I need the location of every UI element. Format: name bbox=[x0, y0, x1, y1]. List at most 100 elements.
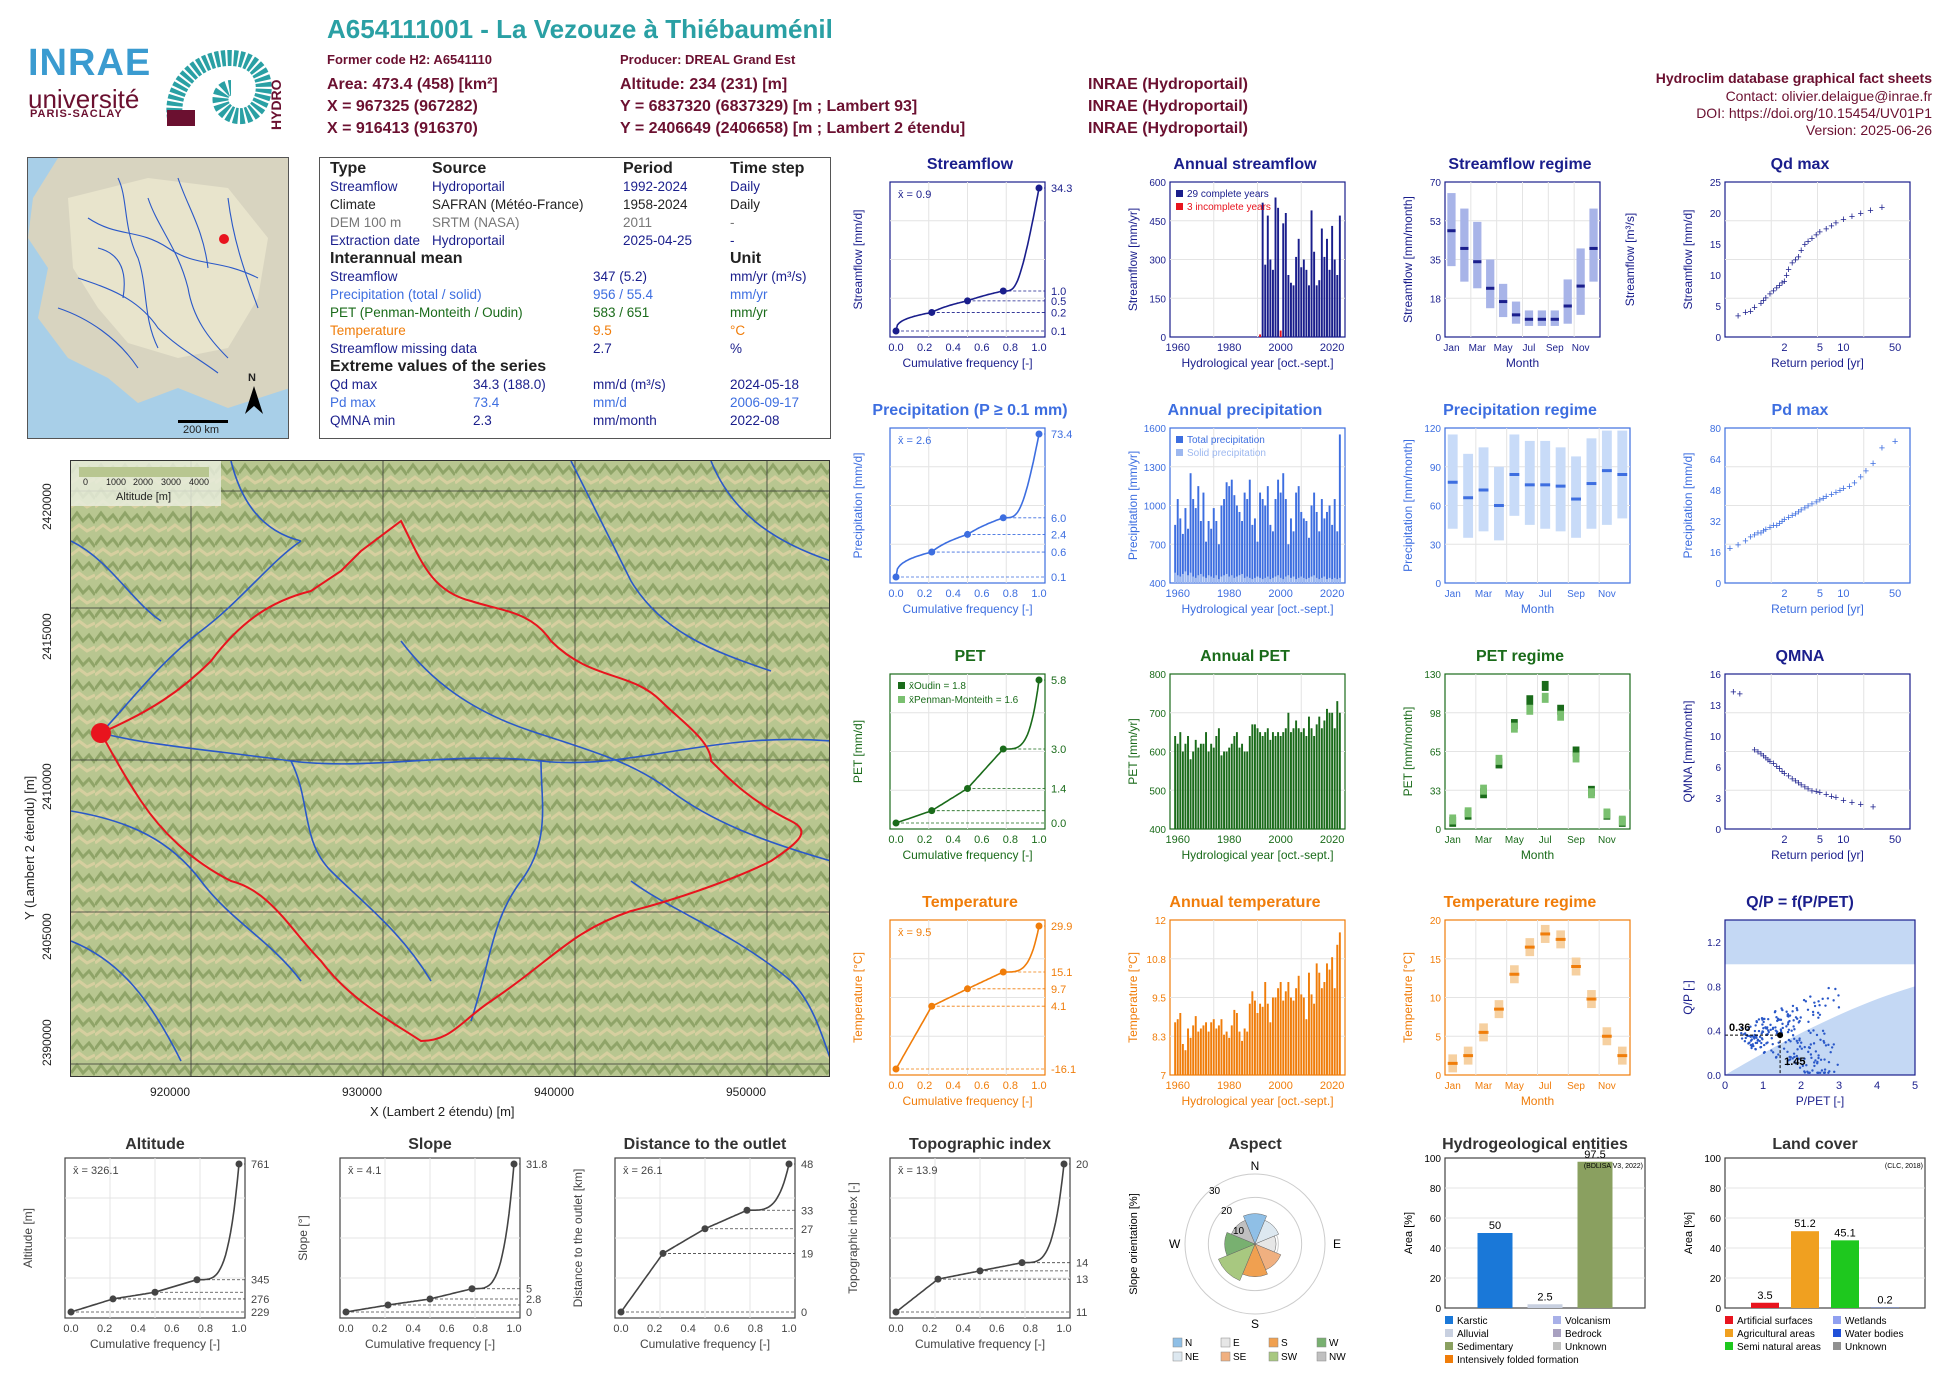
qp-point bbox=[1820, 1069, 1824, 1072]
qp-point bbox=[1834, 987, 1837, 991]
x-tick-label: Mar bbox=[1469, 343, 1487, 354]
bar bbox=[1266, 1003, 1269, 1075]
qp-point bbox=[1807, 1029, 1810, 1033]
legend-label: Total precipitation bbox=[1187, 435, 1265, 446]
right-tick-label: 11 bbox=[1076, 1307, 1087, 1319]
x-lambert2e: X = 916413 (916370) bbox=[327, 120, 478, 137]
legend-swatch bbox=[1445, 1355, 1453, 1363]
y-tick-label: 400 bbox=[1149, 579, 1166, 590]
bar bbox=[1215, 521, 1218, 583]
x-tick-label: 10 bbox=[1837, 342, 1849, 354]
data-point: + bbox=[1767, 289, 1773, 301]
bar-value-label: 50 bbox=[1489, 1220, 1501, 1232]
legend-label: S bbox=[1281, 1338, 1288, 1349]
regime-median bbox=[1540, 932, 1550, 936]
qp-point bbox=[1792, 1019, 1795, 1022]
bar bbox=[1292, 1000, 1295, 1075]
right-tick-label: 9.7 bbox=[1051, 984, 1066, 996]
qp-point bbox=[1818, 1004, 1821, 1007]
mean-unit: mm/yr bbox=[730, 287, 768, 302]
chart-title: Qd max bbox=[1770, 156, 1830, 173]
data-point: + bbox=[1867, 205, 1873, 217]
contact: Contact: olivier.delaigue@inrae.fr bbox=[1725, 88, 1932, 104]
temp-chart: 29.9 15.1 9.7 4.1 -16.1 0.0 0.2 0.4 0.6 0.8 1.0 x̄ … bbox=[851, 919, 1076, 1108]
x-axis-label: Cumulative frequency [-] bbox=[90, 1337, 220, 1351]
qp-point bbox=[1794, 1062, 1798, 1065]
x-tick-label: 1.0 bbox=[231, 1323, 246, 1335]
x-tick-label: 1980 bbox=[1217, 834, 1241, 846]
x-tick-label: Sep bbox=[1567, 835, 1585, 846]
x-tick-label: 50 bbox=[1889, 342, 1901, 354]
qp-point bbox=[1821, 1029, 1825, 1033]
data-point: + bbox=[1776, 763, 1782, 775]
bar bbox=[1184, 1050, 1187, 1075]
x-tick-label: 0.6 bbox=[439, 1323, 454, 1335]
legend-label: W bbox=[1329, 1338, 1339, 1349]
qp-point bbox=[1764, 1027, 1768, 1030]
bar bbox=[1326, 238, 1328, 337]
qp-point bbox=[1811, 1010, 1815, 1014]
bar bbox=[1313, 251, 1316, 337]
bar-solid bbox=[1189, 572, 1192, 583]
col-period: Period bbox=[623, 160, 673, 177]
x-tick-label: 0.2 bbox=[372, 1323, 387, 1335]
x-tick-label: 0.8 bbox=[198, 1323, 213, 1335]
data-point: + bbox=[1758, 298, 1764, 310]
qp-point bbox=[1767, 1029, 1770, 1032]
regime-box bbox=[1576, 248, 1585, 315]
bar bbox=[1274, 197, 1277, 337]
aspect-ring bbox=[1184, 1173, 1326, 1315]
quantile-point bbox=[468, 1285, 476, 1293]
bar-solid bbox=[1241, 573, 1244, 583]
x-tick-label: 3 bbox=[1836, 1080, 1842, 1092]
qp-point bbox=[1812, 1029, 1815, 1032]
extreme-unit: mm/d (m³/s) bbox=[593, 377, 666, 392]
y-tick-label: 20 bbox=[1430, 1274, 1442, 1285]
step-cell: - bbox=[730, 233, 735, 248]
bar bbox=[1220, 755, 1223, 829]
qp-point bbox=[1743, 1040, 1747, 1043]
x-tick-label: 0.6 bbox=[164, 1323, 179, 1335]
y-tick-label: 9.5 bbox=[1152, 994, 1166, 1005]
legend-label: Unknown bbox=[1565, 1342, 1607, 1353]
qp-point bbox=[1787, 1028, 1791, 1031]
qp-point bbox=[1775, 1016, 1778, 1019]
bar bbox=[1174, 1022, 1177, 1075]
data-point: + bbox=[1817, 227, 1823, 239]
y-tick-label: 450 bbox=[1149, 217, 1166, 228]
bar bbox=[1289, 282, 1292, 337]
aspect-sector bbox=[1254, 1219, 1280, 1245]
quantile-point bbox=[928, 1002, 936, 1010]
right-tick-label: 276 bbox=[251, 1294, 269, 1306]
bar bbox=[1331, 957, 1334, 1075]
x-tick-label: 5 bbox=[1912, 1080, 1918, 1092]
y-tick-label: 700 bbox=[1149, 540, 1166, 551]
bar bbox=[1235, 1013, 1238, 1075]
bar-value-label: 97.5 bbox=[1584, 1149, 1605, 1161]
pet-regime-chart: Jan Mar May Jul Sep Nov 0 33 65 98 130 Month PET [mm… bbox=[1401, 670, 1631, 862]
qp-point bbox=[1762, 1020, 1765, 1024]
data-point: + bbox=[1785, 771, 1791, 783]
step-cell: Daily bbox=[730, 197, 761, 212]
data-point: + bbox=[1892, 436, 1898, 448]
regime-penman bbox=[1557, 710, 1565, 721]
qp-point bbox=[1817, 1054, 1820, 1057]
qp-point bbox=[1752, 1035, 1755, 1039]
bar-solid bbox=[1199, 573, 1202, 583]
legend-label: 3 incomplete years bbox=[1187, 202, 1271, 213]
data-point: + bbox=[1781, 276, 1787, 288]
qp-point bbox=[1781, 1026, 1784, 1030]
x-tick-label: Mar bbox=[1475, 589, 1493, 600]
qp-point bbox=[1806, 1008, 1810, 1011]
y-tick-label: 0 bbox=[1715, 1304, 1721, 1315]
bar bbox=[1297, 486, 1300, 583]
bar bbox=[1210, 1022, 1213, 1075]
y-axis-label: Slope orientation [%] bbox=[1128, 1193, 1140, 1295]
data-point: + bbox=[1758, 748, 1764, 760]
bar bbox=[1269, 524, 1272, 583]
x-tick-label: 1.0 bbox=[1056, 1323, 1071, 1335]
x-tick-label: Jul bbox=[1523, 343, 1536, 354]
quantile-point bbox=[892, 327, 900, 335]
y-tick-label: 1300 bbox=[1144, 463, 1167, 474]
bar bbox=[1217, 1025, 1220, 1075]
